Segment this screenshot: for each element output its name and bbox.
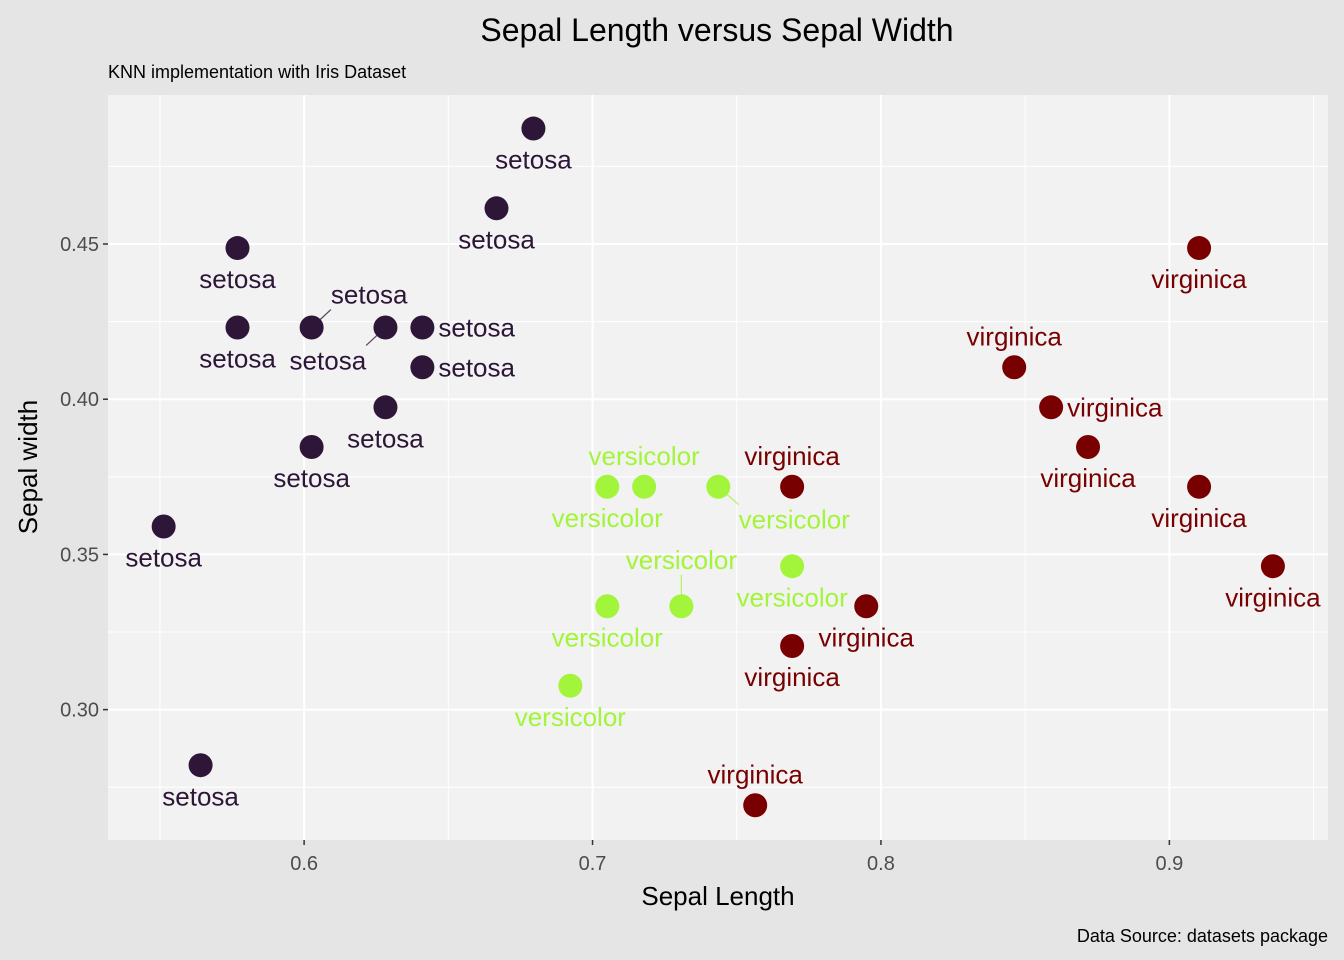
y-tick-label: 0.45 xyxy=(60,234,99,256)
point-setosa xyxy=(373,315,398,340)
point-versicolor xyxy=(780,554,805,579)
point-setosa xyxy=(299,435,324,460)
point-setosa xyxy=(299,315,324,340)
point-label-virginica: virginica xyxy=(967,321,1063,351)
point-virginica xyxy=(780,633,805,658)
axis-ticks: 0.6 0.7 0.8 0.9 0.30 0.35 0.40 0.45 xyxy=(60,234,1183,875)
point-label-virginica: virginica xyxy=(819,622,915,652)
point-label-virginica: virginica xyxy=(744,441,840,471)
point-versicolor xyxy=(706,474,731,499)
point-setosa xyxy=(373,395,398,420)
point-virginica xyxy=(1187,236,1212,261)
y-tick-label: 0.30 xyxy=(60,700,99,722)
point-setosa xyxy=(225,236,250,261)
x-tick-label: 0.7 xyxy=(579,853,607,875)
point-label-setosa: setosa xyxy=(347,423,424,453)
point-versicolor xyxy=(595,594,620,619)
point-label-versicolor: versicolor xyxy=(552,503,664,533)
point-label-versicolor: versicolor xyxy=(515,702,627,732)
point-label-versicolor: versicolor xyxy=(626,545,738,575)
point-label-virginica: virginica xyxy=(708,759,804,789)
chart-caption: Data Source: datasets package xyxy=(1077,926,1328,946)
point-virginica xyxy=(743,793,768,818)
y-axis-label: Sepal width xyxy=(13,400,43,534)
point-label-setosa: setosa xyxy=(273,463,350,493)
point-virginica xyxy=(854,594,879,619)
chart-subtitle: KNN implementation with Iris Dataset xyxy=(108,62,406,82)
x-tick-label: 0.6 xyxy=(290,853,318,875)
point-label-setosa: setosa xyxy=(331,280,408,310)
point-labels: setosa setosa setosa setosa setosa setosa seto… xyxy=(125,145,1321,812)
y-tick-label: 0.35 xyxy=(60,544,99,566)
point-label-virginica: virginica xyxy=(1067,392,1163,422)
y-tick-label: 0.40 xyxy=(60,389,99,411)
point-virginica xyxy=(1076,435,1101,460)
x-tick-label: 0.9 xyxy=(1155,853,1183,875)
point-versicolor xyxy=(558,673,583,698)
point-label-setosa: setosa xyxy=(199,264,276,294)
point-virginica xyxy=(1260,554,1285,579)
point-label-setosa: setosa xyxy=(458,224,535,254)
point-label-virginica: virginica xyxy=(1151,503,1247,533)
point-virginica xyxy=(780,474,805,499)
point-versicolor xyxy=(632,474,657,499)
point-setosa xyxy=(521,116,546,141)
point-virginica xyxy=(1187,474,1212,499)
point-versicolor xyxy=(669,594,694,619)
x-axis-label: Sepal Length xyxy=(641,881,794,911)
point-versicolor xyxy=(595,474,620,499)
chart-title: Sepal Length versus Sepal Width xyxy=(480,12,953,48)
point-label-virginica: virginica xyxy=(1225,582,1321,612)
point-label-versicolor: versicolor xyxy=(739,505,851,535)
point-label-versicolor: versicolor xyxy=(552,622,664,652)
point-label-setosa: setosa xyxy=(125,543,202,573)
point-label-setosa: setosa xyxy=(290,345,367,375)
x-tick-label: 0.8 xyxy=(867,853,895,875)
plot-panel xyxy=(108,95,1328,840)
data-points xyxy=(151,116,1285,818)
point-label-versicolor: versicolor xyxy=(589,441,701,471)
point-setosa xyxy=(484,196,509,221)
point-label-virginica: virginica xyxy=(744,662,840,692)
point-setosa xyxy=(188,753,213,778)
point-setosa xyxy=(151,514,176,539)
point-label-setosa: setosa xyxy=(438,313,515,343)
point-label-setosa: setosa xyxy=(495,145,572,175)
point-label-versicolor: versicolor xyxy=(736,582,848,612)
point-virginica xyxy=(1039,395,1064,420)
point-label-setosa: setosa xyxy=(199,344,276,374)
point-setosa xyxy=(410,355,435,380)
point-setosa xyxy=(410,315,435,340)
point-label-virginica: virginica xyxy=(1151,264,1247,294)
point-label-setosa: setosa xyxy=(438,352,515,382)
point-label-setosa: setosa xyxy=(162,781,239,811)
point-setosa xyxy=(225,315,250,340)
point-virginica xyxy=(1002,355,1027,380)
point-label-virginica: virginica xyxy=(1040,463,1136,493)
